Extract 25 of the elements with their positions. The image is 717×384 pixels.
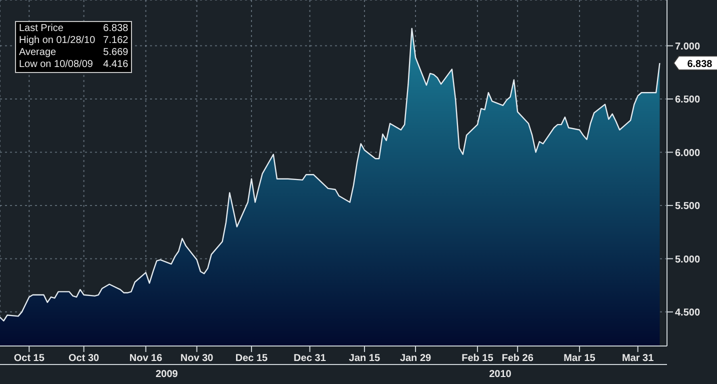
annotation: 6.838 xyxy=(687,59,713,70)
x-tick-label: Jan 29 xyxy=(400,353,432,364)
x-tick-label: Dec 31 xyxy=(294,353,326,364)
text: Last Price 6.838 xyxy=(19,23,128,34)
text: Average 5.669 xyxy=(19,47,128,58)
text: 2010 xyxy=(489,368,512,380)
y-tick-label: 5.500 xyxy=(675,201,700,212)
annotation: High on 01/28/10 7.162 xyxy=(19,35,128,47)
x-tick-label: Dec 15 xyxy=(235,353,268,364)
text: 2009 xyxy=(156,368,178,380)
x-tick-label: Nov 30 xyxy=(180,353,214,364)
y-tick-label: 5.000 xyxy=(675,254,700,266)
x-tick-label: Feb 26 xyxy=(502,353,534,364)
y-tick-label: 6.500 xyxy=(675,94,700,106)
x-tick-label: Mar 15 xyxy=(564,353,596,364)
x-tick-label: Feb 15 xyxy=(462,353,494,364)
x-tick-label: Jan 15 xyxy=(348,353,380,364)
x-tick-label: Oct 15 xyxy=(14,353,45,364)
x-tick-label: Mar 31 xyxy=(622,353,654,364)
y-tick-label: 7.000 xyxy=(675,41,700,52)
x-tick-label: Nov 16 xyxy=(129,353,163,364)
x-tick-label: Oct 30 xyxy=(68,353,100,364)
y-tick-label: 4.500 xyxy=(675,307,700,318)
y-tick-label: 6.000 xyxy=(675,148,700,159)
annotation: Low on 10/08/09 4.416 xyxy=(19,59,128,71)
